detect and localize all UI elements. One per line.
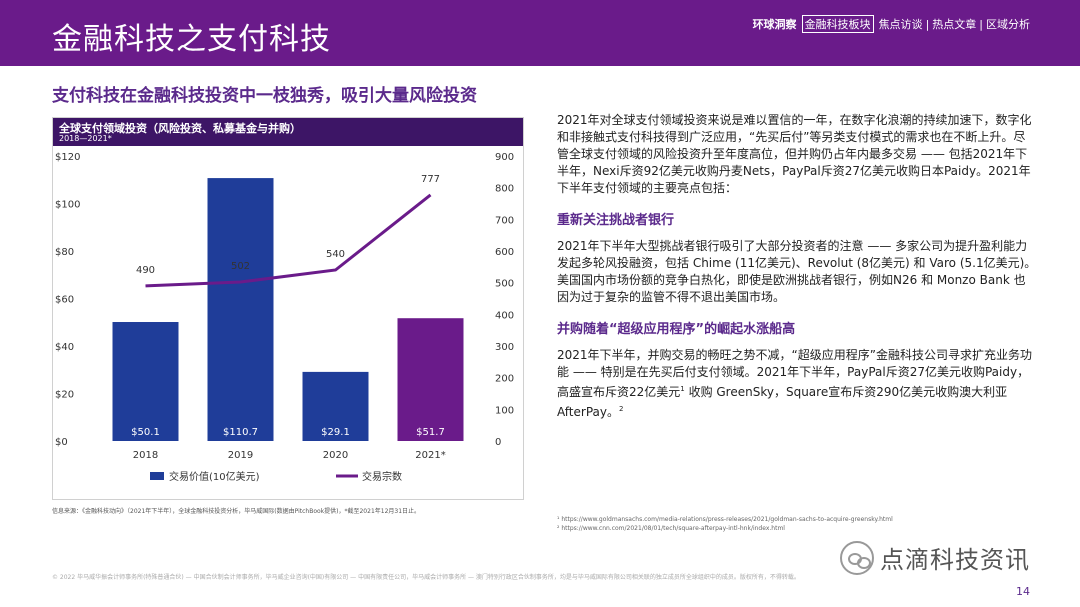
top-nav: 环球洞察 金融科技板块 焦点访谈 | 热点文章 | 区域分析 [751, 15, 1032, 33]
legend-swatch-bar [150, 472, 164, 480]
y-right-tick-label: 300 [495, 342, 514, 353]
nav-separator: | [925, 17, 930, 31]
y-left-tick-label: $0 [55, 437, 68, 448]
bar-value-label: $51.7 [416, 427, 445, 438]
nav-item-fintech[interactable]: 金融科技板块 [801, 15, 874, 33]
y-right-tick-label: 700 [495, 215, 514, 226]
right-column: 2021年对全球支付领域投资来说是难以置信的一年，在数字化浪潮的持续加速下，数字… [557, 112, 1037, 421]
section-super-app-text: 2021年下半年，并购交易的畅旺之势不减，“超级应用程序”金融科技公司寻求扩充业… [557, 348, 1032, 419]
y-left-tick-label: $20 [55, 390, 74, 401]
y-right-tick-label: 0 [495, 437, 501, 448]
y-right-tick-label: 500 [495, 279, 514, 290]
chart-source: 信息来源：《金融科技动向》（2021年下半年），全球金融科技投资分析，毕马威国际… [52, 508, 421, 515]
y-left-tick-label: $100 [55, 200, 80, 211]
watermark: 点滴科技资讯 [840, 540, 1030, 575]
y-left-tick-label: $60 [55, 295, 74, 306]
chart-title: 全球支付领域投资（风险投资、私募基金与并购） [59, 122, 301, 135]
y-left-tick-label: $120 [55, 152, 80, 163]
y-right-tick-label: 800 [495, 184, 514, 195]
bar-value-label: $29.1 [321, 427, 350, 438]
bar [207, 178, 274, 441]
chart-container: $0 $20 $40 $60 $80 $100 $120 0 100 200 300 400 500 60… [52, 117, 524, 500]
watermark-text: 点滴科技资讯 [880, 546, 1030, 574]
bar [112, 322, 179, 441]
section-challenger-banks-text: 2021年下半年大型挑战者银行吸引了大部分投资者的注意 —— 多家公司为提升盈利… [557, 239, 1037, 304]
payment-investment-chart: $0 $20 $40 $60 $80 $100 $120 0 100 200 300 400 500 60… [55, 152, 514, 483]
bar [302, 371, 369, 441]
nav-item-global-insight[interactable]: 环球洞察 [752, 18, 797, 31]
x-tick-label: 2021* [415, 450, 445, 461]
intro-paragraph: 2021年对全球支付领域投资来说是难以置信的一年，在数字化浪潮的持续加速下，数字… [557, 113, 1032, 195]
line-value-label: 540 [326, 249, 345, 260]
section-super-app-title: 并购随着“超级应用程序”的崛起水涨船高 [557, 322, 796, 337]
wechat-icon [840, 540, 874, 575]
bar-value-label: $50.1 [131, 427, 160, 438]
copyright-notice: © 2022 毕马威华振会计师事务所(特殊普通合伙) — 中国合伙制会计师事务所… [52, 574, 800, 581]
x-tick-label: 2018 [133, 450, 158, 461]
section-subtitle: 支付科技在金融科技投资中一枝独秀，吸引大量风险投资 [52, 86, 477, 106]
line-value-label: 777 [421, 174, 440, 185]
legend-label-line: 交易宗数 [362, 470, 402, 483]
nav-item-hot-articles[interactable]: 热点文章 [932, 18, 977, 31]
chart-subtitle: 2018—2021* [59, 134, 112, 143]
x-tick-label: 2019 [228, 450, 253, 461]
nav-separator: | [979, 17, 983, 31]
chart-header: 全球支付领域投资（风险投资、私募基金与并购） 2018—2021* [53, 118, 523, 146]
y-right-tick-label: 200 [495, 374, 514, 385]
y-left-tick-label: $40 [55, 342, 74, 353]
header-bar: 金融科技之支付科技 环球洞察 金融科技板块 焦点访谈 | 热点文章 | 区域分析 [0, 0, 1080, 66]
nav-item-interviews[interactable]: 焦点访谈 [878, 18, 923, 31]
section-challenger-banks-title: 重新关注挑战者银行 [557, 213, 675, 228]
y-right-tick-label: 900 [495, 152, 514, 163]
footnote-1[interactable]: ¹ https://www.goldmansachs.com/media-rel… [557, 516, 893, 523]
y-right-tick-label: 400 [495, 310, 514, 321]
y-right-tick-label: 600 [495, 247, 514, 258]
nav-item-regional[interactable]: 区域分析 [986, 18, 1030, 31]
y-right-tick-label: 100 [495, 405, 514, 416]
legend-label-bar: 交易价值(10亿美元) [169, 470, 260, 483]
page-number: 14 [1016, 585, 1030, 598]
line-series-deal-count [145, 193, 432, 288]
line-value-label: 490 [136, 265, 155, 276]
bar [397, 318, 464, 441]
x-tick-label: 2020 [323, 450, 348, 461]
bar-value-label: $110.7 [223, 427, 258, 438]
footnote-2[interactable]: ² https://www.cnn.com/2021/08/01/tech/sq… [557, 525, 785, 532]
line-value-label: 502 [231, 261, 250, 272]
page-title: 金融科技之支付科技 [52, 22, 331, 57]
y-left-tick-label: $80 [55, 247, 74, 258]
